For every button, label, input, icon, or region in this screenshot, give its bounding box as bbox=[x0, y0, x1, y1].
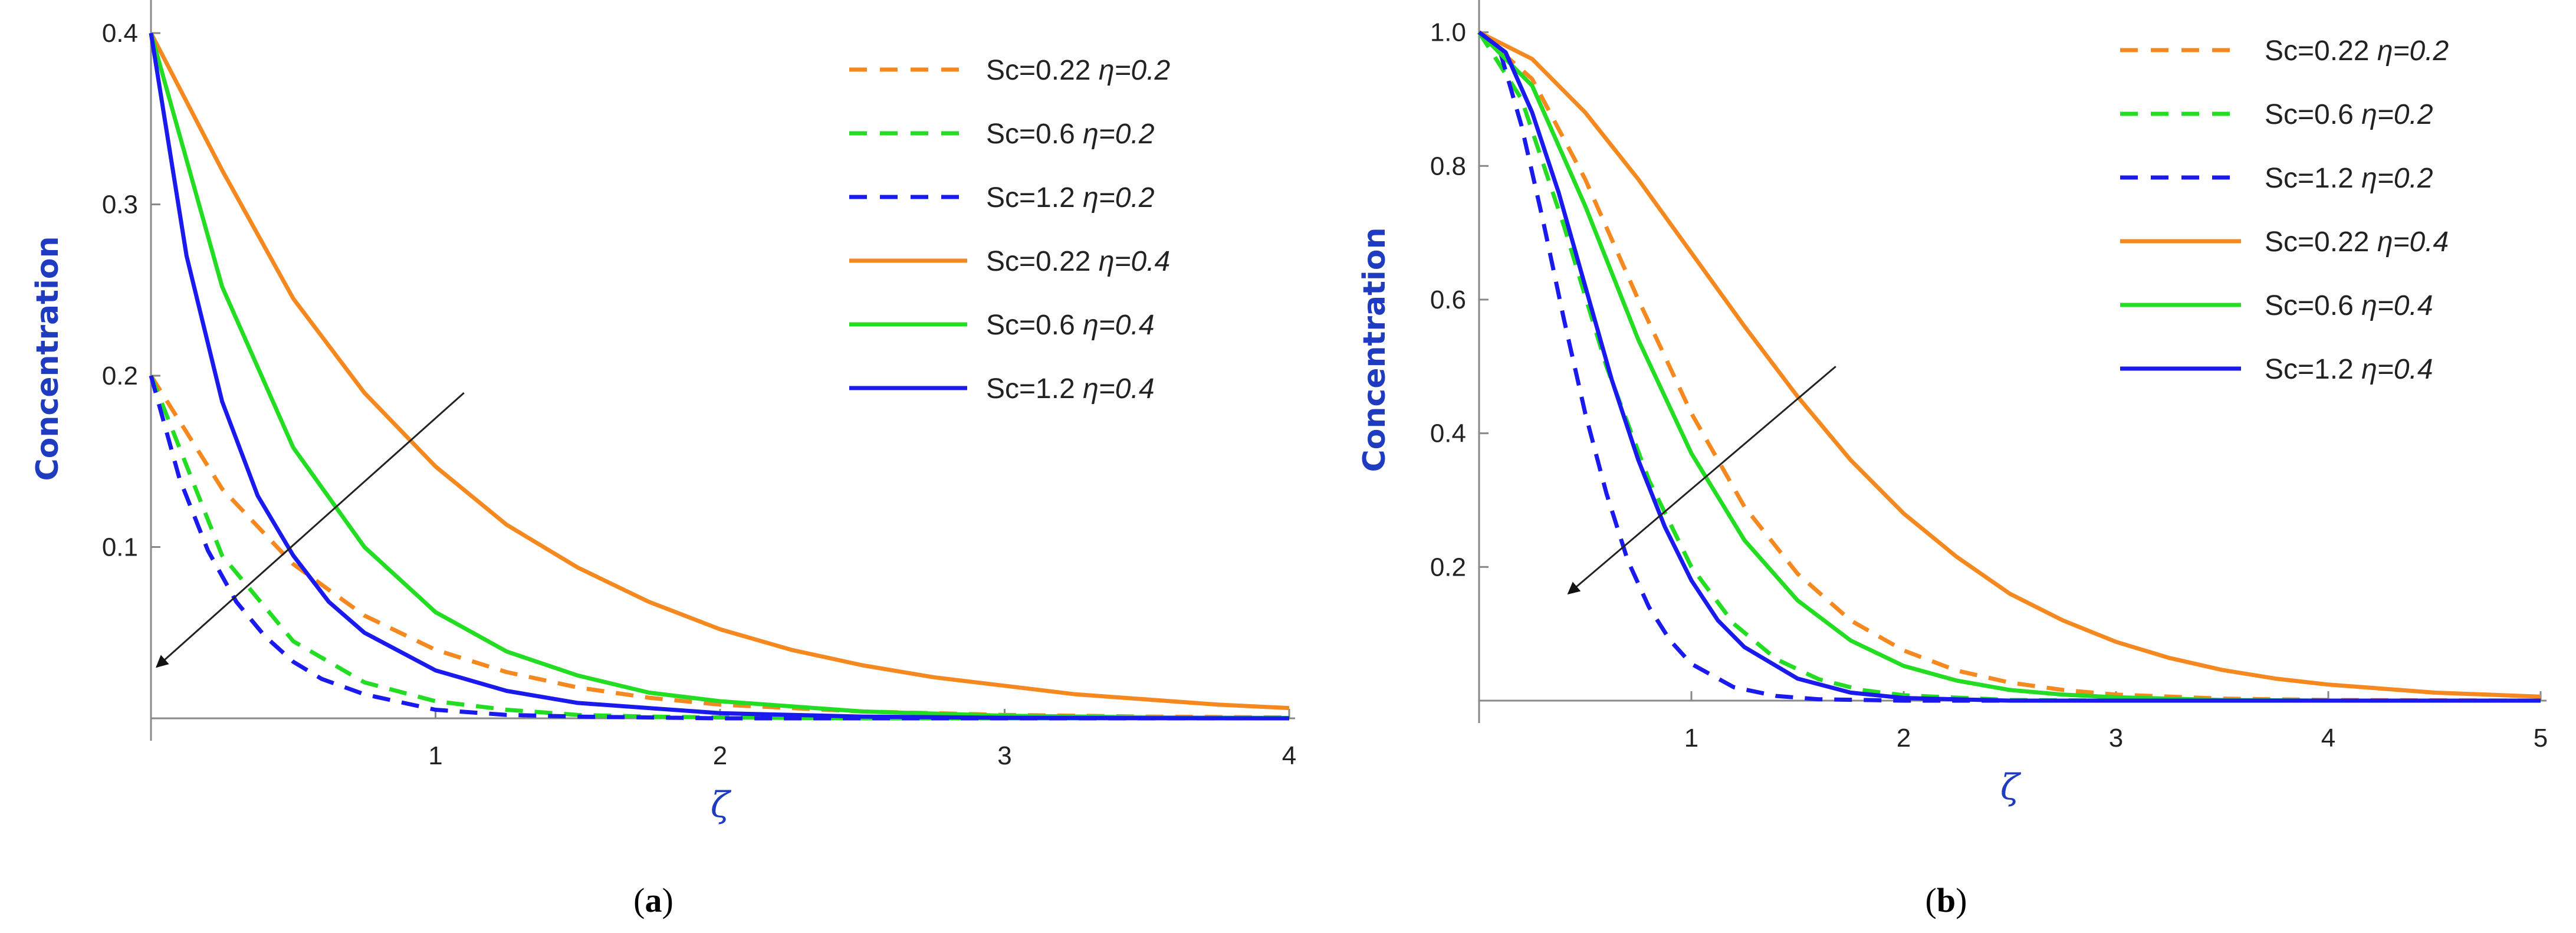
panel-b-x-tick-label: 5 bbox=[2534, 724, 2548, 753]
panel-a-legend-entry-2: Sc=0.6 η=0.2 bbox=[986, 119, 1155, 150]
panel-a-chart: 0.1 0.2 0.3 0.4 1 2 3 4 Concentration ζ Sc=0.22 η=… bbox=[30, 0, 1296, 919]
panel-a-legend-entry-4: Sc=0.22 η=0.4 bbox=[986, 246, 1170, 277]
panel-b-label-letter: b bbox=[1937, 881, 1956, 919]
panel-a-legend-entry-3: Sc=1.2 η=0.2 bbox=[986, 182, 1155, 213]
panel-a-y-tick-label: 0.3 bbox=[102, 190, 138, 219]
panel-b-x-tick-label: 2 bbox=[1897, 724, 1911, 753]
panel-b-legend-sc: Sc=0.22 bbox=[2265, 35, 2377, 67]
panel-b-legend-sc: Sc=0.6 bbox=[2265, 99, 2361, 130]
panel-a-label-open: ( bbox=[633, 881, 645, 919]
panel-a-legend-eta: η=0.4 bbox=[1099, 246, 1170, 277]
panel-a-y-axis-title: Concentration bbox=[30, 236, 65, 481]
panel-b-legend-entry-3: Sc=1.2 η=0.2 bbox=[2265, 163, 2433, 194]
panel-a-y-tick-label: 0.1 bbox=[102, 533, 138, 562]
panel-b-label-close: ) bbox=[1956, 881, 1967, 919]
panel-a-x-axis-title: ζ bbox=[711, 784, 732, 826]
panel-b-x-tick-label: 4 bbox=[2321, 724, 2335, 753]
panel-b-legend-eta: η=0.4 bbox=[2361, 354, 2433, 385]
panel-a-legend-eta: η=0.2 bbox=[1083, 182, 1154, 213]
panel-a-x-tick-label: 2 bbox=[713, 741, 727, 770]
panel-b-legend-entry-4: Sc=0.22 η=0.4 bbox=[2265, 226, 2449, 258]
panel-b-x-tick-label: 3 bbox=[2109, 724, 2123, 753]
panel-b-legend-eta: η=0.2 bbox=[2361, 99, 2433, 130]
panel-b-label: (b) bbox=[1926, 881, 1967, 919]
panel-a-label-close: ) bbox=[662, 881, 673, 919]
panel-a-label-letter: a bbox=[645, 881, 662, 919]
panel-b-legend-entry-5: Sc=0.6 η=0.4 bbox=[2265, 290, 2433, 321]
panel-b-legend-sc: Sc=1.2 bbox=[2265, 354, 2361, 385]
panel-b-legend-eta: η=0.4 bbox=[2361, 290, 2433, 321]
panel-a-legend-eta: η=0.2 bbox=[1099, 55, 1170, 86]
panel-b-y-tick-label: 0.6 bbox=[1430, 285, 1466, 314]
panel-a-legend-entry-1: Sc=0.22 η=0.2 bbox=[986, 55, 1170, 86]
panel-b-y-tick-label: 1.0 bbox=[1430, 18, 1466, 47]
panel-b-x-tick-label: 1 bbox=[1684, 724, 1698, 753]
panel-b-series-line-6 bbox=[1477, 30, 2541, 703]
panel-a-series-line-3 bbox=[149, 375, 1289, 721]
panel-b-legend-eta: η=0.4 bbox=[2377, 226, 2449, 258]
panel-a-trend-arrow bbox=[156, 392, 465, 668]
panel-b-legend-sc: Sc=0.6 bbox=[2265, 290, 2361, 321]
panel-b-legend-sc: Sc=0.22 bbox=[2265, 226, 2377, 258]
panel-a-series-line-1 bbox=[149, 374, 1290, 720]
panel-a-x-tick-label: 3 bbox=[997, 741, 1011, 770]
panel-a-legend-entry-5: Sc=0.6 η=0.4 bbox=[986, 310, 1155, 341]
panel-b-series-line-3 bbox=[1477, 31, 2541, 703]
panel-a-series-line-6 bbox=[149, 32, 1290, 721]
panel-b-series-line-4 bbox=[1478, 30, 2541, 699]
panel-a-x-tick-label: 1 bbox=[428, 741, 442, 770]
panel-b-label-open: ( bbox=[1926, 881, 1937, 919]
panel-b-legend-entry-1: Sc=0.22 η=0.2 bbox=[2265, 35, 2449, 67]
panel-a-legend-sc: Sc=0.22 bbox=[986, 55, 1099, 86]
panel-b-y-axis-title: Concentration bbox=[1357, 227, 1392, 472]
panel-a-legend-eta: η=0.4 bbox=[1083, 373, 1154, 405]
panel-a-series-line-2 bbox=[149, 374, 1289, 721]
panel-a-legend-entry-6: Sc=1.2 η=0.4 bbox=[986, 373, 1155, 405]
panel-a-legend-sc: Sc=0.6 bbox=[986, 310, 1083, 341]
panel-a-legend-eta: η=0.2 bbox=[1083, 119, 1154, 150]
panel-b-x-axis-title: ζ bbox=[2000, 767, 2022, 808]
panel-a-x-tick-label: 4 bbox=[1282, 741, 1296, 770]
panel-b-legend-entry-6: Sc=1.2 η=0.4 bbox=[2265, 354, 2433, 385]
panel-b-chart: 0.2 0.4 0.6 0.8 1.0 1 2 3 4 5 Concentration ζ Sc=0.2… bbox=[1357, 0, 2548, 919]
panel-a-legend-sc: Sc=0.22 bbox=[986, 246, 1099, 277]
panel-b-y-tick-label: 0.2 bbox=[1430, 553, 1466, 582]
panel-a-series-line-4 bbox=[149, 32, 1290, 711]
panel-b-y-tick-label: 0.8 bbox=[1430, 152, 1466, 180]
panel-b-legend-eta: η=0.2 bbox=[2377, 35, 2449, 67]
panel-a-y-tick-label: 0.2 bbox=[102, 362, 138, 390]
panel-a-legend-sc: Sc=0.6 bbox=[986, 119, 1083, 150]
panel-a-legend-eta: η=0.4 bbox=[1083, 310, 1154, 341]
panel-b-y-tick-label: 0.4 bbox=[1430, 419, 1466, 448]
panel-a-label: (a) bbox=[633, 881, 673, 919]
panel-b-legend-eta: η=0.2 bbox=[2361, 163, 2433, 194]
panel-a-legend-sc: Sc=1.2 bbox=[986, 182, 1083, 213]
panel-b-legend-sc: Sc=1.2 bbox=[2265, 163, 2361, 194]
panel-b-trend-arrow bbox=[1567, 366, 1836, 595]
panel-a-y-tick-label: 0.4 bbox=[102, 19, 138, 48]
panel-a-legend-sc: Sc=1.2 bbox=[986, 373, 1083, 405]
panel-b-legend-entry-2: Sc=0.6 η=0.2 bbox=[2265, 99, 2433, 130]
